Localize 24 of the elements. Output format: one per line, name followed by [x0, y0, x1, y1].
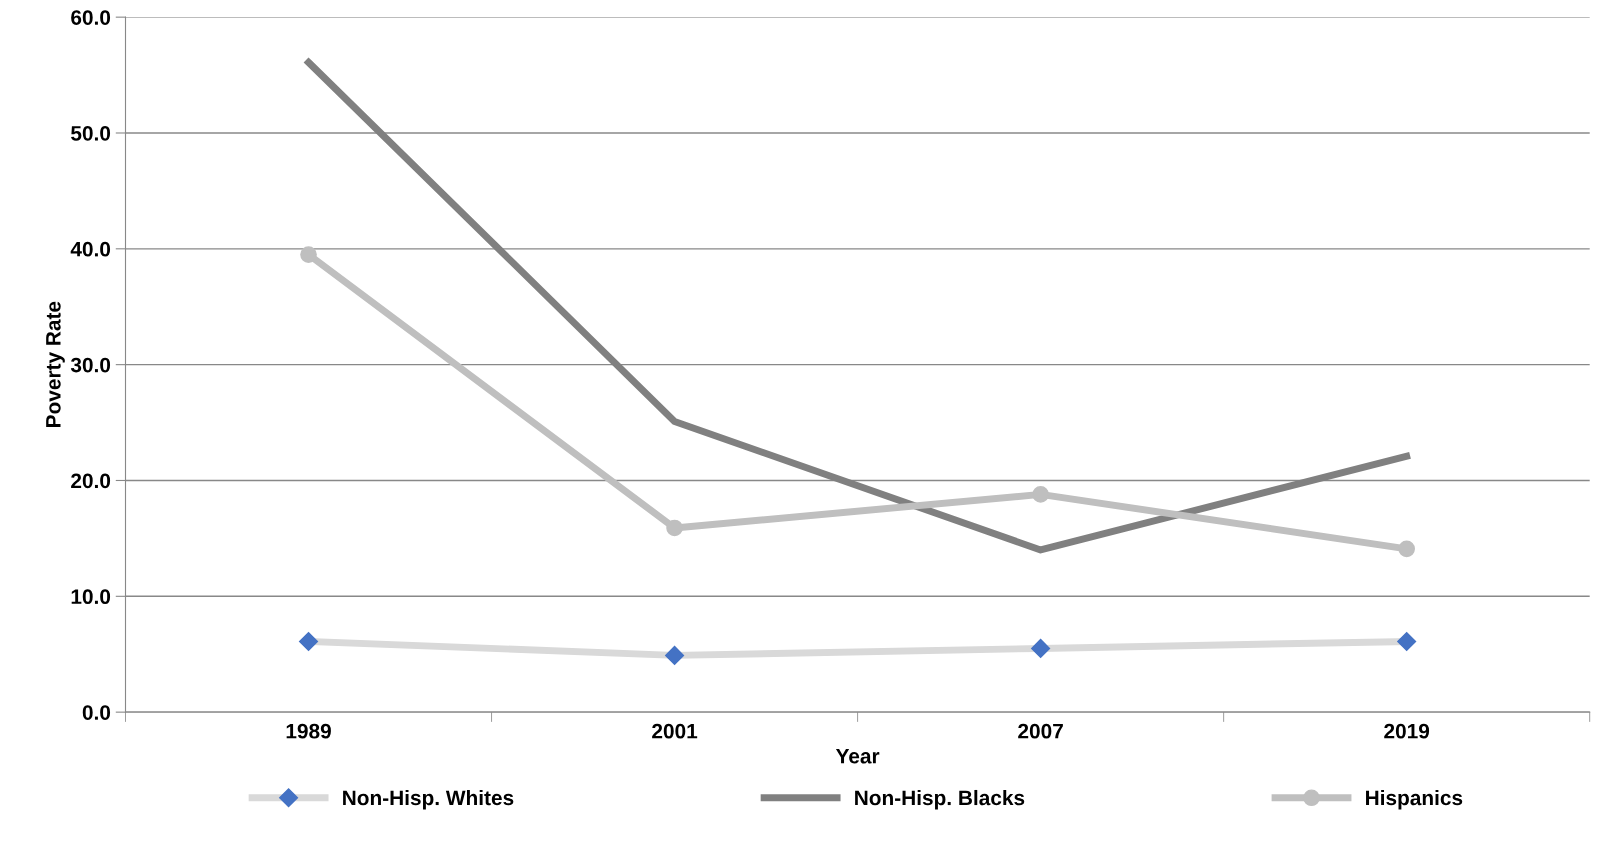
y-tick-label: 50.0 [71, 125, 111, 141]
legend-label: Non-Hisp. Blacks [855, 789, 1025, 810]
x-axis-title: Year [835, 748, 880, 764]
legend-label: Non-Hisp. Whites [343, 789, 514, 810]
y-tick-label: 20.0 [71, 473, 111, 489]
point [1032, 486, 1049, 503]
y-tick-label: 40.0 [70, 241, 111, 257]
point [298, 631, 319, 652]
x-tick-label: 1989 [286, 723, 331, 739]
y-axis-title: Poverty Rate [46, 301, 65, 427]
point [300, 246, 317, 263]
x-tick-label: 2019 [1384, 723, 1430, 739]
y-tick-label: 60.0 [71, 10, 111, 25]
point [666, 519, 683, 537]
point [1031, 638, 1051, 658]
legend-label: Hispanics [1366, 789, 1463, 810]
y-tick-label: 0.0 [82, 705, 111, 720]
x-tick-label: 2007 [1018, 723, 1063, 739]
point [665, 645, 685, 665]
point [1397, 631, 1417, 652]
y-tick-label: 30.0 [70, 357, 111, 373]
point [1398, 540, 1416, 558]
x-tick-label: 2001 [652, 723, 698, 739]
y-tick-label: 10.0 [71, 589, 111, 605]
